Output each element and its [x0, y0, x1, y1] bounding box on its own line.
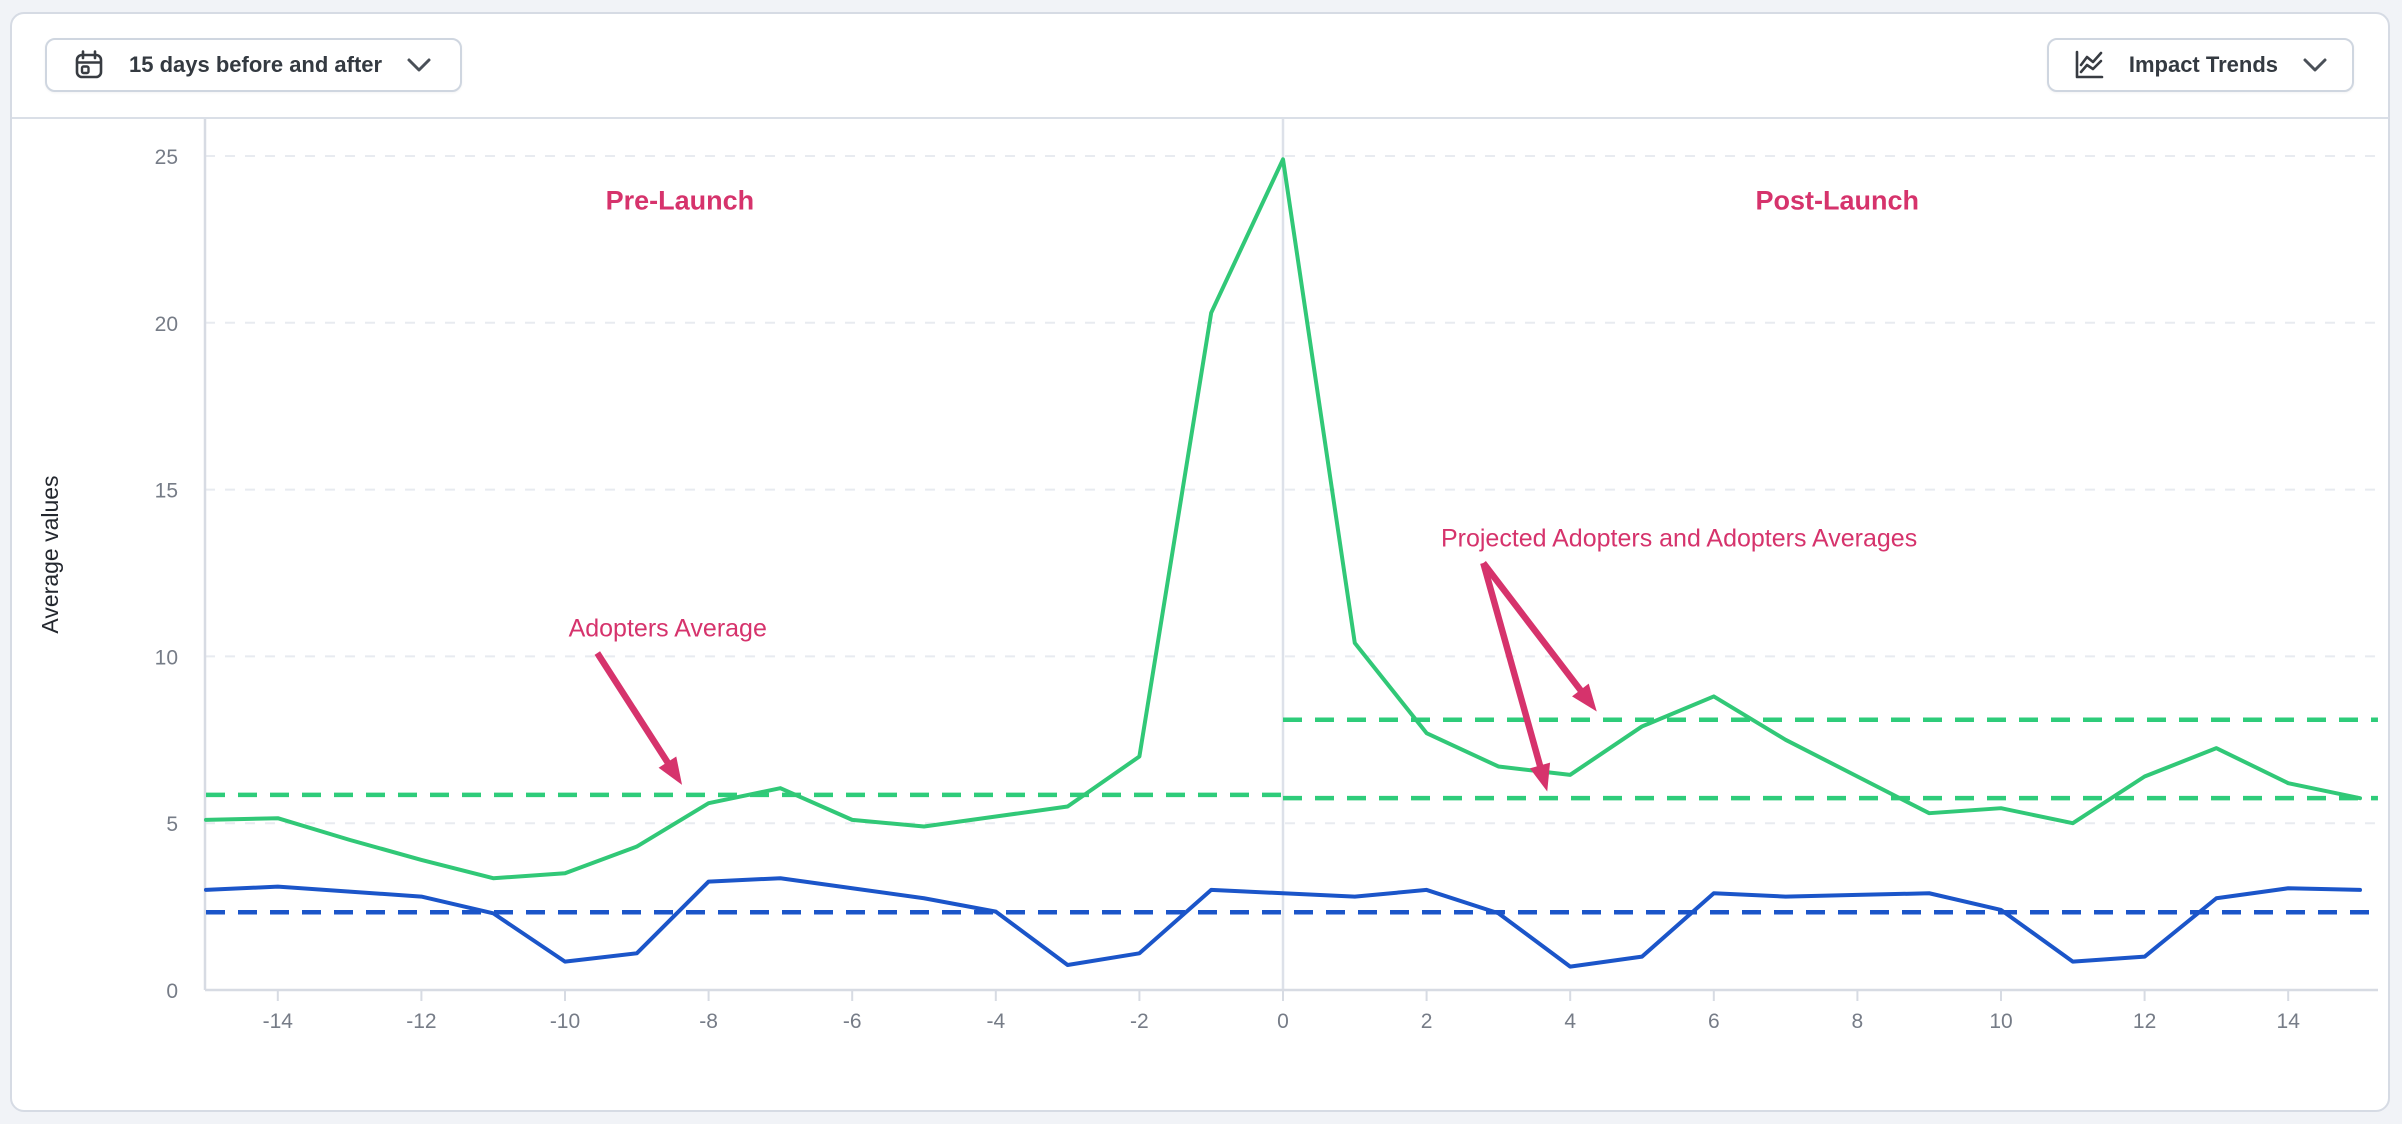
line-chart-icon	[2073, 49, 2105, 81]
impact-trends-button[interactable]: Impact Trends	[2046, 38, 2354, 92]
date-range-label: 15 days before and after	[129, 52, 383, 77]
chevron-down-icon	[406, 57, 432, 73]
chart-card: 15 days before and after Impact Trends	[10, 12, 2390, 1112]
projected-adopters-blue-line[interactable]	[204, 876, 2362, 969]
date-range-button[interactable]: 15 days before and after	[45, 38, 463, 92]
toolbar: 15 days before and after Impact Trends	[12, 14, 2388, 119]
impact-trends-label: Impact Trends	[2128, 52, 2278, 77]
calendar-icon	[73, 49, 105, 81]
chevron-down-icon	[2302, 57, 2328, 73]
adopters-green-line[interactable]	[204, 157, 2362, 881]
